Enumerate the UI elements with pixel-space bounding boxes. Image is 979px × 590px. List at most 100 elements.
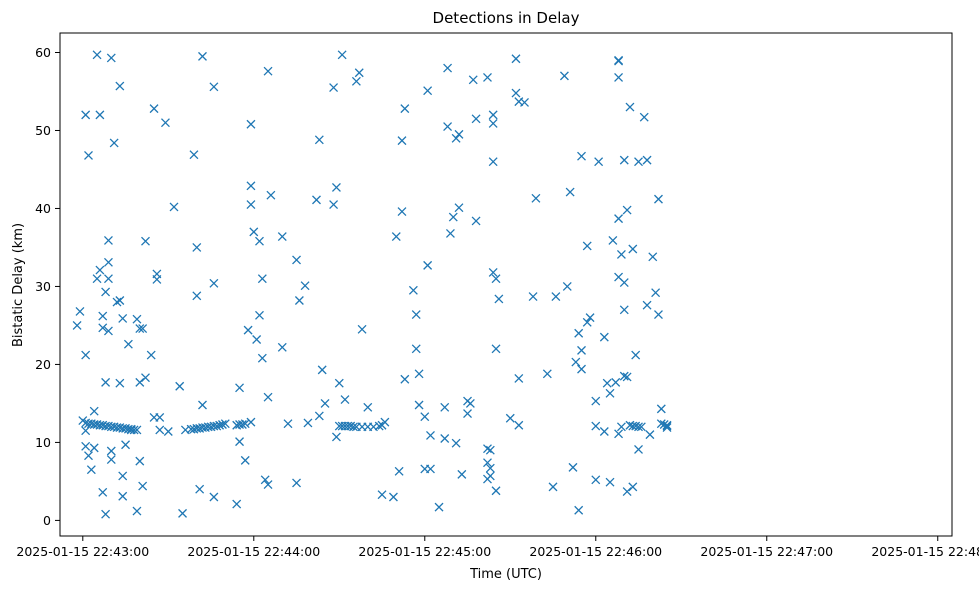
data-point <box>662 423 672 433</box>
data-point <box>84 451 93 461</box>
data-point <box>331 182 341 192</box>
data-point <box>577 345 586 355</box>
data-point <box>514 374 524 383</box>
data-point <box>625 102 635 112</box>
data-point <box>622 372 632 382</box>
x-tick-label: 2025-01-15 22:46:00 <box>529 544 662 559</box>
data-point <box>397 136 407 146</box>
data-point <box>639 112 649 122</box>
data-point <box>354 68 364 78</box>
data-point <box>634 157 643 167</box>
data-point <box>619 371 629 381</box>
data-point <box>146 350 156 360</box>
data-point <box>294 296 304 305</box>
data-point <box>109 138 119 148</box>
data-point <box>548 482 558 492</box>
data-point <box>642 155 652 165</box>
y-axis-label: Bistatic Delay (km) <box>11 223 26 347</box>
data-point <box>135 456 145 466</box>
y-tick-label: 30 <box>35 279 51 294</box>
data-point <box>648 252 658 262</box>
data-point <box>81 350 91 360</box>
data-point <box>75 306 85 316</box>
data-point <box>101 287 111 297</box>
data-point <box>454 129 464 139</box>
data-point <box>577 151 586 161</box>
data-point <box>246 119 256 129</box>
data-point <box>511 88 521 98</box>
data-point <box>246 417 256 427</box>
data-point <box>488 119 498 128</box>
data-point <box>491 344 501 354</box>
data-point <box>622 487 632 497</box>
data-point <box>198 51 207 61</box>
data-point <box>457 469 467 479</box>
data-point <box>232 499 242 509</box>
data-point <box>420 412 430 422</box>
data-point <box>103 257 113 267</box>
data-point <box>591 475 601 485</box>
data-point <box>215 420 225 430</box>
data-point <box>414 369 424 379</box>
data-point <box>212 421 222 431</box>
data-point <box>611 377 621 387</box>
data-point <box>505 413 515 423</box>
y-tick-label: 60 <box>35 45 51 60</box>
data-point <box>155 425 165 435</box>
data-point <box>263 392 273 402</box>
data-point <box>240 455 250 465</box>
data-point <box>263 66 273 76</box>
data-point <box>608 235 618 245</box>
data-point <box>423 86 433 96</box>
data-point <box>488 110 498 120</box>
y-tick-label: 40 <box>35 201 51 216</box>
chart-title: Detections in Delay <box>433 9 580 27</box>
data-point <box>423 260 433 270</box>
data-point <box>138 324 148 334</box>
data-point <box>92 50 102 60</box>
data-point <box>636 422 646 432</box>
data-point <box>656 419 666 429</box>
x-tick-label: 2025-01-15 22:43:00 <box>16 544 149 559</box>
data-point <box>132 314 142 324</box>
data-point <box>528 292 538 302</box>
data-point <box>488 267 498 277</box>
data-point <box>426 430 435 440</box>
data-point <box>614 429 624 439</box>
data-point <box>312 195 321 205</box>
data-point <box>106 53 116 63</box>
data-point <box>115 378 125 388</box>
data-point <box>380 417 390 427</box>
data-point <box>283 419 293 429</box>
data-point <box>471 216 481 226</box>
data-point <box>377 490 387 500</box>
data-point <box>132 506 142 516</box>
data-point <box>192 291 202 301</box>
data-point <box>483 72 492 82</box>
data-point <box>235 437 244 447</box>
data-point <box>408 285 418 295</box>
data-point <box>605 477 615 487</box>
data-point <box>260 475 270 485</box>
data-point <box>317 365 327 375</box>
data-point <box>363 402 373 412</box>
data-point <box>320 398 330 408</box>
data-point <box>511 54 521 64</box>
data-point <box>614 214 624 224</box>
data-point <box>189 150 199 160</box>
data-point <box>599 427 609 436</box>
data-point <box>240 419 250 429</box>
data-point <box>631 350 641 360</box>
data-point <box>89 406 99 416</box>
data-point <box>651 288 661 298</box>
data-point <box>118 471 128 481</box>
data-point <box>574 328 584 338</box>
data-point <box>135 377 145 387</box>
data-point <box>483 458 492 468</box>
data-point <box>485 463 495 473</box>
data-point <box>126 425 136 435</box>
data-point <box>426 464 435 474</box>
x-tick-label: 2025-01-15 22:44:00 <box>187 544 320 559</box>
